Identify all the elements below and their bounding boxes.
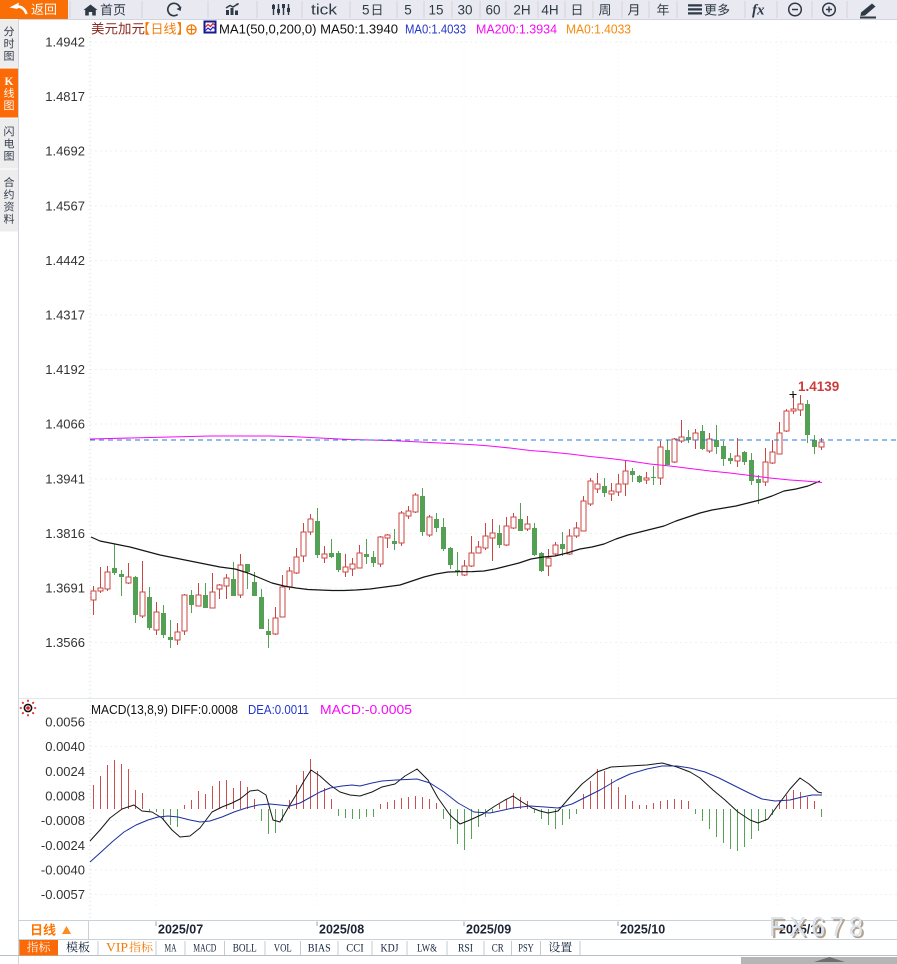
- svg-text:1.4567: 1.4567: [45, 198, 85, 213]
- svg-text:fx: fx: [752, 3, 765, 19]
- svg-text:5: 5: [404, 3, 412, 18]
- svg-text:-0.0024: -0.0024: [41, 838, 85, 853]
- svg-text:1.4442: 1.4442: [45, 253, 85, 268]
- svg-text:0.0008: 0.0008: [45, 789, 85, 804]
- svg-text:BIAS: BIAS: [308, 941, 331, 955]
- svg-text:tick: tick: [311, 2, 338, 19]
- svg-text:CR: CR: [492, 941, 504, 955]
- svg-text:0.0024: 0.0024: [45, 764, 85, 779]
- svg-text:MA1(50,0,200,0) MA50:1.3940: MA1(50,0,200,0) MA50:1.3940: [219, 22, 398, 37]
- svg-text:MACD:-0.0005: MACD:-0.0005: [320, 702, 412, 717]
- svg-text:BOLL: BOLL: [233, 941, 257, 955]
- svg-text:2025/08: 2025/08: [319, 923, 364, 937]
- svg-text:DEA:0.0011: DEA:0.0011: [248, 702, 309, 717]
- svg-text:1.3691: 1.3691: [45, 581, 85, 596]
- svg-text:15: 15: [428, 3, 443, 18]
- svg-text:K: K: [5, 76, 14, 88]
- svg-text:MA0:1.4033: MA0:1.4033: [566, 22, 631, 37]
- svg-text:LW&: LW&: [417, 941, 437, 955]
- svg-text:1.3566: 1.3566: [45, 635, 85, 650]
- svg-text:CCI: CCI: [346, 941, 364, 955]
- svg-text:-0.0040: -0.0040: [41, 863, 85, 878]
- svg-text:2H: 2H: [513, 3, 530, 18]
- svg-text:1.4942: 1.4942: [45, 35, 85, 50]
- svg-text:2025/10: 2025/10: [620, 923, 665, 937]
- svg-text:1.4692: 1.4692: [45, 144, 85, 159]
- svg-text:FX678: FX678: [771, 913, 870, 944]
- svg-text:4H: 4H: [541, 3, 558, 18]
- svg-text:MACD: MACD: [193, 941, 216, 955]
- svg-text:1.4139: 1.4139: [798, 379, 839, 394]
- svg-text:MA0:1.4033: MA0:1.4033: [405, 22, 466, 37]
- svg-text:MA: MA: [165, 941, 177, 955]
- svg-text:1.3941: 1.3941: [45, 471, 85, 486]
- svg-text:VIP: VIP: [106, 941, 128, 955]
- svg-text:1.4192: 1.4192: [45, 362, 85, 377]
- svg-text:FX678: FX678: [769, 911, 868, 942]
- svg-text:2025/11: 2025/11: [779, 923, 824, 937]
- svg-text:PSY: PSY: [518, 941, 534, 955]
- svg-text:-0.0008: -0.0008: [41, 813, 85, 828]
- svg-text:1.4817: 1.4817: [45, 89, 85, 104]
- svg-text:-0.0057: -0.0057: [41, 887, 85, 902]
- svg-text:VOL: VOL: [274, 941, 292, 955]
- svg-text:1.3816: 1.3816: [45, 526, 85, 541]
- svg-text:MACD(13,8,9) DIFF:0.0008: MACD(13,8,9) DIFF:0.0008: [91, 702, 238, 717]
- svg-text:0.0040: 0.0040: [45, 739, 85, 754]
- svg-text:MA200:1.3934: MA200:1.3934: [476, 22, 557, 37]
- svg-text:0.0056: 0.0056: [45, 715, 85, 730]
- svg-text:2025/09: 2025/09: [466, 923, 511, 937]
- svg-text:1.4317: 1.4317: [45, 308, 85, 323]
- svg-text:30: 30: [457, 3, 472, 18]
- svg-text:KDJ: KDJ: [381, 941, 399, 955]
- svg-text:5: 5: [362, 3, 370, 18]
- svg-text:60: 60: [485, 3, 500, 18]
- svg-text:2025/07: 2025/07: [158, 923, 203, 937]
- svg-text:RSI: RSI: [458, 941, 473, 955]
- svg-text:1.4066: 1.4066: [45, 417, 85, 432]
